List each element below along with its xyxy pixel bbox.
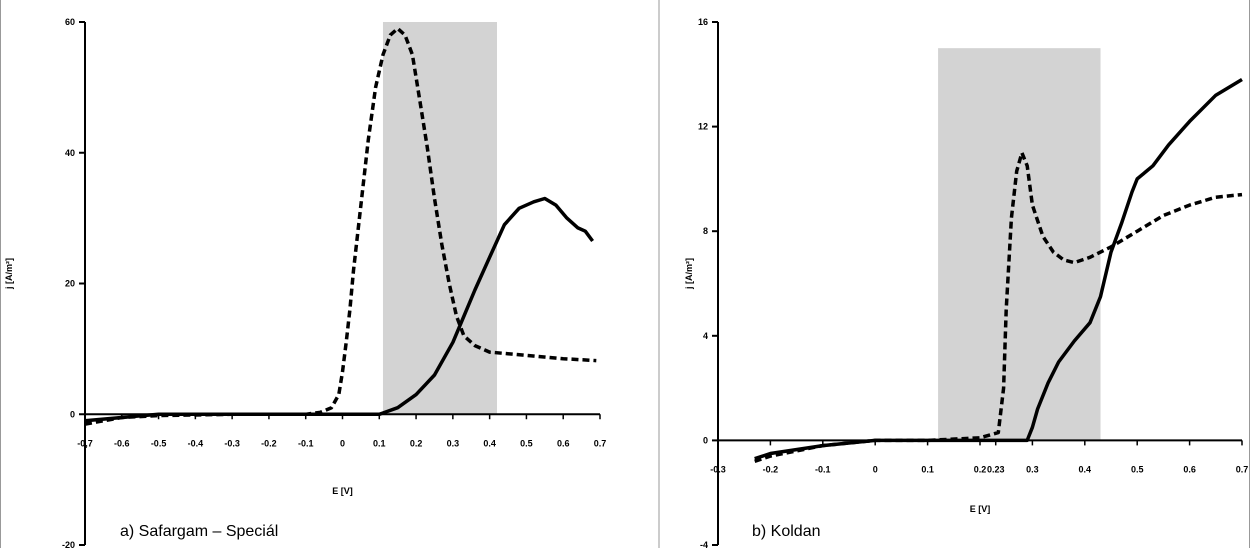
x-axis-title: E [V]: [332, 486, 353, 496]
panel-caption: b) Koldan: [752, 523, 821, 540]
x-tick-label: 0.6: [1183, 464, 1196, 474]
y-axis-title: j [A/m²]: [4, 258, 14, 290]
x-tick-label: 0.5: [1131, 464, 1144, 474]
shaded-region: [382, 22, 497, 415]
x-tick-label: 0.3: [1026, 464, 1039, 474]
x-tick-label: -0.1: [298, 438, 314, 448]
x-tick-label: 0: [340, 438, 345, 448]
x-tick-label: 0.2: [410, 438, 423, 448]
x-tick-label: 0.1: [373, 438, 386, 448]
x-tick-label: 0.5: [520, 438, 533, 448]
x-tick-label: -0.3: [710, 464, 726, 474]
x-tick-label: -0,7: [77, 438, 93, 448]
x-tick-label: -0.5: [151, 438, 167, 448]
y-tick-label: 40: [65, 148, 75, 158]
series-line-dashed: [754, 151, 1243, 463]
x-tick-label: 0.7: [594, 438, 607, 448]
x-axis-title: E [V]: [970, 504, 991, 514]
y-tick-label: 0: [70, 409, 75, 419]
x-tick-label: 0.3: [447, 438, 460, 448]
panel-koldan: -4 0 4 8 12 16 -0.3 -0.2 -0.1 0 0.1 0.2 0.23 0.3 0.4 0.…: [684, 17, 1248, 548]
x-tick-label: 0.7: [1236, 464, 1249, 474]
y-tick-label: 4: [703, 331, 708, 341]
x-tick-label: -0.2: [763, 464, 779, 474]
y-tick-label: 8: [703, 226, 708, 236]
y-tick-label: 0: [703, 435, 708, 445]
series-line-solid: [754, 77, 1243, 461]
x-tick-label: -0.6: [114, 438, 130, 448]
x-tick-label: 0.1: [921, 464, 934, 474]
series-line-solid: [84, 196, 595, 423]
shaded-region: [938, 48, 1101, 441]
x-tick-label: -0.2: [261, 438, 277, 448]
x-tick-label: 0.4: [483, 438, 496, 448]
x-tick-label: 0.23: [987, 464, 1005, 474]
x-tick-label: 0.2: [974, 464, 987, 474]
y-tick-label: -20: [62, 540, 75, 548]
panel-safargam: -20 0 20 40 60 -0,7 -0.6 -0.5 -0.4 -0.3 -0.2 -0.1 0 0…: [4, 17, 606, 548]
x-tick-label: 0: [873, 464, 878, 474]
y-tick-label: -4: [700, 540, 708, 548]
y-tick-label: 20: [65, 279, 75, 289]
x-tick-label: 0.4: [1079, 464, 1092, 474]
y-tick-label: 60: [65, 17, 75, 27]
x-tick-label: 0.6: [557, 438, 570, 448]
x-tick-label: -0.1: [815, 464, 831, 474]
y-tick-label: 16: [698, 17, 708, 27]
y-tick-label: 12: [698, 122, 708, 132]
panel-caption: a) Safargam – Speciál: [120, 523, 278, 540]
x-tick-label: -0.4: [188, 438, 204, 448]
x-tick-label: -0.3: [224, 438, 240, 448]
y-axis-title: j [A/m²]: [684, 258, 694, 290]
series-line-dashed: [84, 26, 597, 426]
